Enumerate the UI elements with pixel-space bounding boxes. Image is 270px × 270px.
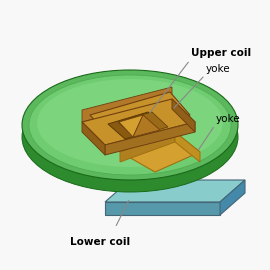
Polygon shape xyxy=(133,115,160,137)
Polygon shape xyxy=(105,122,195,155)
Polygon shape xyxy=(118,112,168,137)
Polygon shape xyxy=(120,132,175,162)
Text: yoke: yoke xyxy=(206,64,231,74)
Polygon shape xyxy=(105,180,245,202)
Polygon shape xyxy=(120,132,200,172)
Polygon shape xyxy=(220,180,245,215)
Polygon shape xyxy=(90,92,190,138)
Polygon shape xyxy=(172,99,195,132)
Text: yoke: yoke xyxy=(216,114,241,124)
Ellipse shape xyxy=(37,79,223,167)
Ellipse shape xyxy=(22,70,238,180)
Polygon shape xyxy=(108,112,165,139)
Text: Upper coil: Upper coil xyxy=(191,48,251,58)
Polygon shape xyxy=(82,87,172,122)
Polygon shape xyxy=(82,99,195,145)
Polygon shape xyxy=(82,122,105,155)
Ellipse shape xyxy=(22,82,238,192)
Text: Lower coil: Lower coil xyxy=(70,237,130,247)
Polygon shape xyxy=(119,115,143,137)
Ellipse shape xyxy=(29,75,231,175)
Polygon shape xyxy=(105,202,220,215)
Polygon shape xyxy=(175,132,200,162)
